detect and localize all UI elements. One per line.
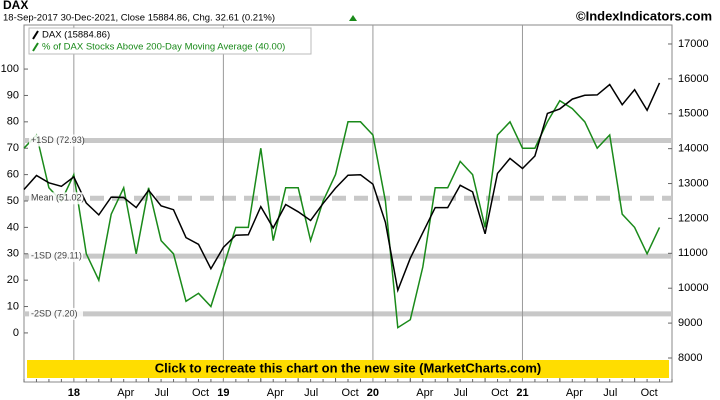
band-label: -2SD (7.20) — [31, 308, 78, 318]
y2-tick-label: 10000 — [678, 282, 709, 294]
chart-title: DAX — [3, 0, 28, 12]
x-tick-label: 18 — [68, 387, 80, 399]
legend-swatch — [32, 42, 39, 52]
band-label-bg — [29, 192, 83, 205]
y-tick-label: 60 — [7, 169, 19, 181]
y-tick-label: 80 — [7, 116, 19, 128]
x-tick-label: Oct — [491, 387, 508, 399]
x-tick-label: Jul — [155, 387, 169, 399]
y-tick-label: 10 — [7, 300, 19, 312]
series-line — [23, 82, 661, 294]
y2-tick-label: 13000 — [678, 177, 709, 189]
y-tick-label: 0 — [13, 327, 19, 339]
chart-subtitle: 18-Sep-2017 30-Dec-2021, Close 15884.86,… — [3, 13, 275, 24]
y2-tick-label: 8000 — [678, 352, 702, 364]
x-tick-label: 20 — [367, 387, 379, 399]
band-label: -1SD (29.11) — [31, 250, 82, 260]
y2-tick-label: 15000 — [678, 108, 709, 120]
x-tick-label: Jul — [603, 387, 617, 399]
y2-tick-label: 14000 — [678, 143, 709, 155]
x-tick-label: Oct — [342, 387, 359, 399]
x-tick-label: Apr — [267, 387, 284, 399]
x-tick-label: Oct — [192, 387, 209, 399]
y-tick-label: 50 — [7, 195, 19, 207]
y2-tick-label: 9000 — [678, 317, 702, 329]
x-tick-label: Apr — [117, 387, 134, 399]
source: ©IndexIndicators.com — [576, 8, 712, 23]
x-tick-label: Oct — [641, 387, 658, 399]
legend-label: % of DAX Stocks Above 200-Day Moving Ave… — [42, 42, 285, 53]
band-label: Mean (51.02) — [31, 193, 85, 203]
x-tick-label: Apr — [416, 387, 433, 399]
y2-tick-label: 11000 — [678, 247, 708, 259]
banner-text[interactable]: Click to recreate this chart on the new … — [155, 360, 542, 375]
y2-tick-label: 16000 — [678, 73, 709, 85]
band-label-bg — [29, 250, 83, 263]
x-tick-label: Jul — [304, 387, 318, 399]
x-tick-label: 21 — [516, 387, 528, 399]
x-tick-label: 19 — [217, 387, 229, 399]
x-tick-label: Jul — [454, 387, 468, 399]
x-tick-label: Apr — [566, 387, 583, 399]
y-tick-label: 100 — [1, 63, 19, 75]
y2-tick-label: 17000 — [678, 38, 709, 50]
y-tick-label: 70 — [7, 142, 19, 154]
y2-tick-label: 12000 — [678, 212, 709, 224]
legend-box — [28, 27, 312, 55]
band-label-bg — [29, 307, 83, 320]
band-label: +1SD (72.93) — [31, 135, 85, 145]
band-label-bg — [29, 134, 83, 147]
banner[interactable] — [27, 360, 669, 378]
legend-swatch — [32, 30, 39, 40]
up-arrow — [349, 15, 357, 21]
y-tick-label: 40 — [7, 221, 19, 233]
y-tick-label: 20 — [7, 274, 19, 286]
y-tick-label: 30 — [7, 248, 19, 260]
y-tick-label: 90 — [7, 89, 19, 101]
legend-label: DAX (15884.86) — [42, 30, 110, 41]
